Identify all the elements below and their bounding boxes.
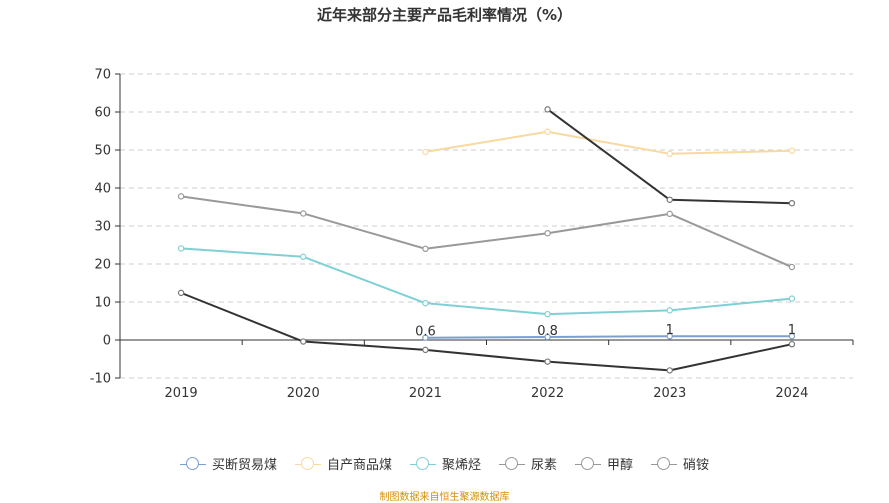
y-tick-label: -10 [90, 372, 111, 387]
data-point [544, 106, 551, 113]
axis-layer: -10 0 10 20 30 40 50 60 70 2019 2020 2021 2022 2023 20… [90, 68, 854, 401]
data-point [544, 128, 551, 135]
data-point [788, 340, 796, 348]
y-tick-label: 20 [94, 258, 111, 273]
data-point [422, 245, 429, 252]
legend-marker-icon [575, 456, 602, 471]
data-label: 0.6 [415, 325, 436, 340]
source-note: 制图数据来自恒生聚源数据库 [379, 492, 510, 503]
data-point [666, 196, 673, 203]
y-tick-label: 0 [103, 334, 111, 349]
data-point [422, 334, 429, 341]
data-point [544, 358, 551, 365]
data-point [666, 210, 673, 218]
x-tick-label: 2022 [531, 386, 564, 401]
series-line-2 [425, 130, 792, 155]
y-tick-label: 30 [94, 220, 111, 235]
legend-marker-icon [499, 456, 525, 471]
data-point [788, 147, 796, 154]
x-tick-label: 2019 [165, 386, 198, 401]
data-point [544, 310, 551, 318]
data-point [177, 245, 185, 252]
label-layer: 0.6 0.8 1 1 [415, 323, 796, 340]
legend-item[interactable]: 硝铵 [651, 454, 709, 473]
legend-label: 聚烯烃 [441, 458, 481, 473]
legend-item[interactable]: 聚烯烃 [409, 454, 481, 473]
legend-item[interactable]: 买断贸易煤 [179, 454, 277, 473]
data-point [300, 338, 307, 345]
x-tick-label: 2020 [287, 386, 320, 401]
data-label: 0.8 [537, 324, 558, 339]
legend-label: 硝铵 [683, 458, 710, 473]
x-tick-label: 2024 [775, 386, 808, 401]
x-tick-label: 2023 [653, 386, 686, 401]
y-tick-label: 50 [94, 144, 111, 159]
y-tick-label: 40 [94, 182, 111, 197]
data-label: 1 [788, 323, 796, 338]
legend-label: 买断贸易煤 [211, 458, 277, 473]
y-tick-label: 60 [94, 106, 111, 121]
legend-label: 尿素 [531, 458, 558, 473]
y-tick-label: 10 [94, 296, 111, 311]
data-point [666, 307, 673, 314]
legend-item[interactable]: 自产商品煤 [294, 454, 392, 473]
legend: 买断贸易煤 自产商品煤 聚烯烃 尿素 甲醇 硝铵 [0, 454, 889, 473]
data-point [300, 253, 307, 260]
data-point [788, 199, 796, 207]
series-layer [177, 106, 796, 374]
data-point [422, 148, 429, 156]
series-line-5 [180, 291, 793, 372]
data-point [177, 289, 185, 297]
legend-label: 自产商品煤 [326, 458, 392, 473]
legend-marker-icon [179, 456, 206, 471]
legend-label: 甲醇 [607, 458, 634, 473]
legend-item[interactable]: 甲醇 [575, 454, 633, 473]
data-point [422, 346, 429, 354]
data-point [544, 230, 551, 237]
legend-marker-icon [651, 456, 678, 471]
series-line-4 [180, 195, 793, 268]
legend-marker-icon [409, 456, 436, 471]
data-point [422, 299, 429, 307]
grid-layer [120, 73, 853, 379]
data-point [177, 193, 185, 200]
data-point [788, 333, 796, 340]
data-point [666, 367, 673, 374]
legend-item[interactable]: 尿素 [499, 454, 557, 473]
data-point [666, 333, 673, 340]
y-tick-label: 70 [94, 68, 111, 83]
chart-title: 近年来部分主要产品毛利率情况（%） [316, 6, 573, 24]
data-point [788, 263, 796, 271]
series-line-1 [425, 335, 792, 339]
legend-marker-icon [294, 456, 321, 471]
data-label: 1 [666, 323, 674, 338]
x-tick-label: 2021 [409, 386, 442, 401]
data-point [300, 210, 307, 217]
data-point [666, 150, 673, 157]
series-line-3 [181, 247, 793, 316]
data-point [544, 333, 551, 341]
data-point [788, 295, 796, 302]
